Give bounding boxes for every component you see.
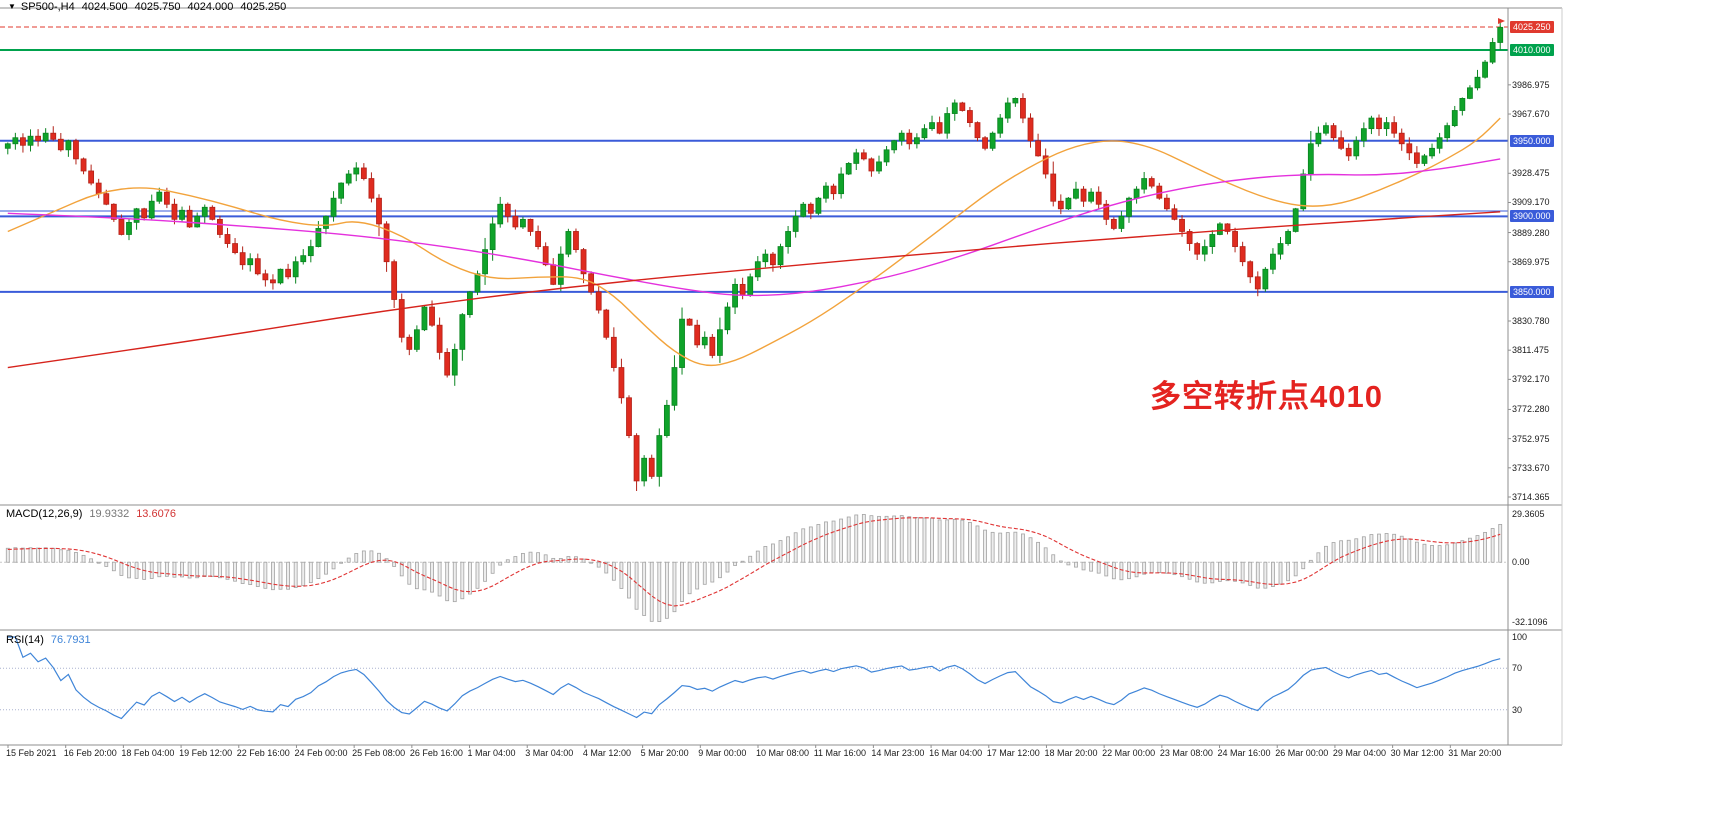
time-label: 10 Mar 08:00 — [756, 748, 810, 758]
price-tick: 3909.170 — [1512, 197, 1550, 208]
candlestick-series — [4, 17, 1505, 492]
slow-ma — [7, 211, 1501, 369]
symbol-title: SP500-,H4 — [20, 1, 75, 13]
rsi-header: RSI(14) 76.7931 — [6, 634, 91, 646]
time-label: 29 Mar 04:00 — [1332, 748, 1386, 758]
time-label: 22 Mar 00:00 — [1102, 748, 1156, 758]
price-tick: 3830.780 — [1512, 315, 1550, 326]
time-label: 16 Mar 04:00 — [929, 748, 983, 758]
horizontal-level-lines[interactable] — [0, 26, 1508, 293]
price-tick: 3889.280 — [1512, 227, 1550, 238]
quote-open: 4024.500 — [81, 1, 128, 13]
price-tick: 3928.475 — [1512, 168, 1550, 179]
chart-annotation: 多空转折点4010 — [1150, 379, 1383, 414]
macd-indicator — [0, 514, 1508, 622]
time-label: 1 Mar 04:00 — [467, 748, 516, 758]
price-tick: 3967.670 — [1512, 109, 1550, 120]
price-tick: 3792.170 — [1512, 374, 1550, 385]
panel-borders — [0, 7, 1563, 748]
quote-low: 4024.000 — [187, 1, 234, 13]
rsi-axis-label: 70 — [1512, 663, 1523, 674]
moving-average-lines — [7, 117, 1501, 369]
time-label: 19 Feb 12:00 — [179, 748, 233, 758]
price-tick: 3986.975 — [1512, 79, 1550, 90]
price-tick: 3772.280 — [1512, 404, 1550, 415]
quote-high: 4025.750 — [134, 1, 181, 13]
macd-axis-label: 29.3605 — [1512, 509, 1545, 519]
medium-ma — [7, 158, 1501, 297]
time-label: 18 Mar 20:00 — [1044, 748, 1098, 758]
macd-value-signal: 13.6076 — [136, 508, 176, 520]
time-label: 16 Feb 20:00 — [63, 748, 117, 758]
price-tick: 3752.975 — [1512, 433, 1550, 444]
price-tick: 3733.670 — [1512, 462, 1550, 473]
price-tick: 3714.365 — [1512, 492, 1550, 502]
macd-axis-label: -32.1096 — [1512, 617, 1548, 627]
price-tick: 3869.975 — [1512, 256, 1550, 267]
macd-label: MACD(12,26,9) — [6, 508, 83, 520]
quote-close: 4025.250 — [240, 1, 287, 13]
time-label: 31 Mar 20:00 — [1448, 748, 1502, 758]
macd-header: MACD(12,26,9) 19.9332 13.6076 — [6, 508, 176, 520]
price-badge: 4010.000 — [1510, 44, 1554, 57]
time-label: 23 Mar 08:00 — [1159, 748, 1213, 758]
rsi-indicator — [0, 636, 1508, 720]
rsi-label: RSI(14) — [6, 634, 44, 646]
time-label: 24 Mar 16:00 — [1217, 748, 1271, 758]
fast-ma — [7, 117, 1501, 367]
price-badge: 3850.000 — [1510, 285, 1554, 298]
rsi-axis-label: 30 — [1512, 704, 1523, 715]
collapse-arrow-icon[interactable]: ▼ — [8, 2, 16, 11]
time-label: 30 Mar 12:00 — [1390, 748, 1444, 758]
time-label: 25 Feb 08:00 — [352, 748, 406, 758]
time-label: 4 Mar 12:00 — [582, 748, 631, 758]
time-label: 17 Mar 12:00 — [986, 748, 1040, 758]
time-label: 26 Feb 16:00 — [409, 748, 463, 758]
time-label: 5 Mar 20:00 — [640, 748, 689, 758]
time-axis[interactable]: 15 Feb 2021 16 Feb 20:00 18 Feb 04:00 19 Fe… — [0, 746, 1508, 762]
price-badge: 3900.000 — [1510, 210, 1554, 223]
time-label: 26 Mar 00:00 — [1275, 748, 1329, 758]
macd-value-main: 19.9332 — [89, 508, 130, 520]
price-badge: 3950.000 — [1510, 134, 1554, 147]
time-label: 24 Feb 00:00 — [294, 748, 348, 758]
rsi-axis-label: 100 — [1512, 632, 1528, 642]
time-label: 22 Feb 16:00 — [236, 748, 290, 758]
time-label: 3 Mar 04:00 — [525, 748, 574, 758]
price-badge: 4025.250 — [1510, 20, 1554, 33]
symbol-header: ▼ SP500-,H4 4024.500 4025.750 4024.000 4025.2… — [8, 1, 286, 13]
time-label: 14 Mar 23:00 — [871, 748, 925, 758]
time-label: 9 Mar 00:00 — [698, 748, 747, 758]
price-scale[interactable]: 4025.250 4010.000 3986.975 3967.670 3950.000… — [1508, 0, 1564, 770]
rsi-value: 76.7931 — [50, 634, 91, 646]
time-label: 11 Mar 16:00 — [813, 748, 867, 758]
time-label: 15 Feb 2021 — [6, 748, 57, 758]
macd-axis-label: 0.00 — [1512, 557, 1530, 568]
time-label: 18 Feb 04:00 — [121, 748, 175, 758]
price-tick: 3811.475 — [1512, 345, 1549, 356]
